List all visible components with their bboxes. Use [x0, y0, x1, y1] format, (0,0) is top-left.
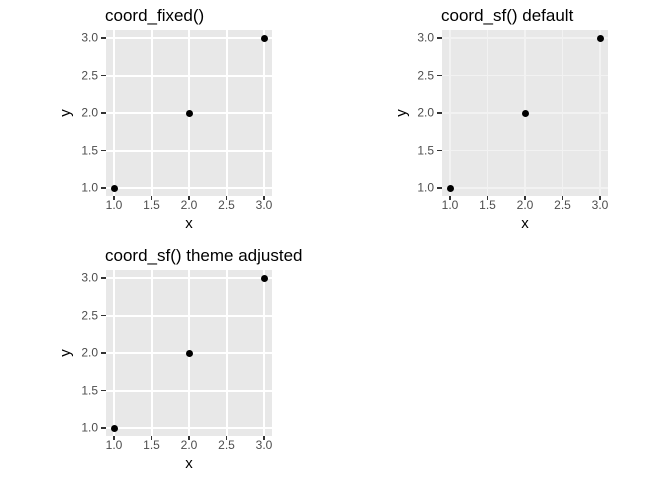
x-tick-label: 2.0 — [516, 198, 534, 212]
gridline-horizontal — [106, 74, 272, 77]
y-tick-label: 2.5 — [417, 67, 434, 82]
x-tick-mark — [188, 196, 190, 200]
y-tick-label: 2.0 — [417, 105, 434, 120]
x-tick-mark — [524, 196, 526, 200]
y-axis-title: y — [56, 109, 74, 117]
y-tick-label: 1.0 — [81, 180, 98, 195]
y-tick-mark — [101, 187, 106, 189]
y-tick-label: 1.0 — [81, 420, 98, 435]
x-tick-mark — [188, 436, 190, 440]
gridline-horizontal — [442, 149, 608, 152]
x-tick-label: 1.5 — [143, 198, 160, 212]
plot-panel — [106, 270, 272, 436]
gridline-horizontal — [106, 37, 272, 39]
x-tick-label: 2.5 — [218, 198, 235, 212]
data-point — [446, 184, 454, 192]
data-point — [185, 109, 193, 117]
x-tick-mark — [263, 196, 265, 200]
data-point — [596, 34, 604, 42]
y-tick-label: 2.5 — [81, 67, 98, 82]
y-axis-title: y — [392, 109, 410, 117]
plot-title: coord_fixed() — [105, 6, 205, 25]
data-point — [521, 109, 529, 117]
x-tick-mark — [561, 196, 564, 200]
gridline-horizontal — [106, 427, 272, 429]
x-tick-label: 1.5 — [143, 438, 160, 452]
plot-title: coord_sf() default — [441, 6, 574, 25]
data-point — [110, 184, 118, 192]
y-tick-mark — [101, 37, 106, 39]
x-tick-mark — [599, 196, 601, 200]
y-tick-mark — [101, 389, 106, 392]
x-tick-label: 2.0 — [180, 438, 198, 452]
y-tick-mark — [101, 149, 106, 152]
y-tick-mark — [437, 37, 442, 39]
x-tick-mark — [113, 436, 115, 440]
y-tick-mark — [101, 352, 106, 354]
y-tick-label: 2.0 — [81, 345, 98, 360]
x-tick-label: 2.5 — [218, 438, 235, 452]
gridline-horizontal — [106, 314, 272, 317]
y-tick-label: 3.0 — [81, 270, 98, 285]
plot-panel — [106, 30, 272, 196]
y-tick-label: 1.5 — [81, 382, 98, 397]
y-tick-mark — [101, 74, 106, 77]
gridline-horizontal — [106, 187, 272, 189]
data-point — [110, 424, 118, 432]
data-point — [260, 34, 268, 42]
gridline-horizontal — [106, 389, 272, 392]
x-axis-title: x — [521, 215, 529, 232]
x-axis-title: x — [185, 215, 193, 232]
y-tick-label: 3.0 — [81, 30, 98, 45]
x-tick-mark — [486, 196, 489, 200]
x-tick-label: 1.0 — [105, 438, 123, 452]
gridline-horizontal — [442, 187, 608, 189]
x-tick-label: 3.0 — [255, 438, 273, 452]
y-tick-mark — [101, 277, 106, 279]
y-tick-label: 2.0 — [81, 105, 98, 120]
gridline-horizontal — [106, 277, 272, 279]
y-tick-label: 1.0 — [417, 180, 434, 195]
x-tick-label: 2.0 — [180, 198, 198, 212]
x-tick-label: 1.5 — [479, 198, 496, 212]
x-tick-mark — [225, 436, 228, 440]
gridline-horizontal — [442, 37, 608, 39]
y-tick-label: 1.5 — [81, 142, 98, 157]
x-tick-label: 2.5 — [554, 198, 571, 212]
x-tick-mark — [150, 196, 153, 200]
y-tick-label: 2.5 — [81, 307, 98, 322]
x-tick-label: 1.0 — [441, 198, 459, 212]
y-axis-title: y — [56, 349, 74, 357]
x-tick-label: 3.0 — [255, 198, 273, 212]
plot-panel — [442, 30, 608, 196]
y-tick-label: 1.5 — [417, 142, 434, 157]
x-tick-mark — [263, 436, 265, 440]
plot-coord-fixed: coord_fixed() 1.0 1.5 2.0 2.5 3.0 1.0 1.5 2.0 2.5… — [0, 0, 336, 240]
x-axis-title: x — [185, 455, 193, 472]
gridline-horizontal — [106, 149, 272, 152]
y-tick-mark — [437, 74, 442, 77]
y-tick-mark — [437, 149, 442, 152]
gridline-horizontal — [442, 74, 608, 77]
x-tick-mark — [150, 436, 153, 440]
y-tick-mark — [101, 427, 106, 429]
x-tick-label: 3.0 — [591, 198, 609, 212]
x-tick-mark — [449, 196, 451, 200]
y-tick-mark — [101, 314, 106, 317]
y-tick-label: 3.0 — [417, 30, 434, 45]
y-tick-mark — [101, 112, 106, 114]
x-tick-mark — [225, 196, 228, 200]
plot-coord-sf-theme-adjusted: coord_sf() theme adjusted 1.0 1.5 2.0 2.5 3.0… — [0, 240, 336, 480]
x-tick-mark — [113, 196, 115, 200]
plot-coord-sf-default: coord_sf() default 1.0 1.5 2.0 2.5 3.0 1.0 1.5 2… — [336, 0, 672, 240]
data-point — [260, 274, 268, 282]
plot-title: coord_sf() theme adjusted — [105, 246, 303, 265]
y-tick-mark — [437, 187, 442, 189]
y-tick-mark — [437, 112, 442, 114]
x-tick-label: 1.0 — [105, 198, 123, 212]
data-point — [185, 349, 193, 357]
